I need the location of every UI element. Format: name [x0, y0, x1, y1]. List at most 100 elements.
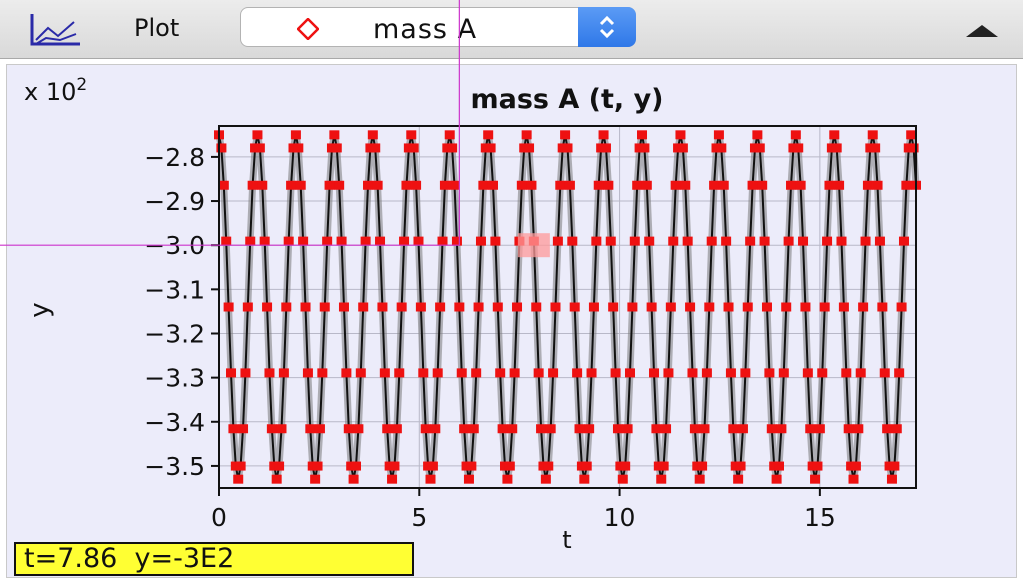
selector-arrow-button[interactable] — [578, 7, 636, 47]
data-marker — [824, 180, 835, 190]
data-marker — [723, 302, 734, 312]
data-marker — [363, 180, 374, 190]
data-marker — [507, 424, 518, 434]
data-marker — [603, 180, 614, 190]
data-marker — [560, 130, 571, 140]
data-marker — [447, 143, 458, 153]
data-marker — [632, 180, 643, 190]
data-marker — [336, 236, 347, 246]
data-marker — [276, 424, 287, 434]
data-marker — [771, 474, 782, 484]
data-marker — [432, 368, 443, 378]
data-marker — [649, 368, 660, 378]
data-marker — [252, 130, 263, 140]
data-marker — [245, 236, 256, 246]
data-marker — [324, 180, 335, 190]
data-marker — [778, 368, 789, 378]
data-marker — [451, 236, 462, 246]
data-marker — [312, 461, 323, 471]
plot-axes-icon[interactable] — [26, 10, 86, 50]
data-marker — [605, 236, 616, 246]
data-marker — [612, 424, 623, 434]
x-tick-layer: 0 5 10 15 — [211, 488, 836, 532]
triangle-up-icon[interactable] — [964, 22, 1000, 40]
data-marker — [766, 424, 777, 434]
data-marker — [627, 302, 638, 312]
data-marker — [802, 368, 813, 378]
y-axis-label: y — [25, 302, 55, 317]
data-marker — [238, 424, 249, 434]
data-marker — [254, 143, 265, 153]
data-marker — [512, 302, 523, 312]
data-marker — [533, 368, 544, 378]
data-marker — [300, 302, 311, 312]
data-marker — [761, 302, 772, 312]
data-marker — [838, 302, 849, 312]
data-marker — [598, 130, 609, 140]
data-marker — [637, 130, 648, 140]
data-marker — [257, 180, 268, 190]
data-marker — [216, 143, 227, 153]
data-marker — [492, 302, 503, 312]
data-marker — [747, 180, 758, 190]
data-marker — [908, 143, 919, 153]
data-marker — [586, 368, 597, 378]
data-marker — [329, 130, 340, 140]
data-marker — [822, 236, 833, 246]
data-marker — [740, 368, 751, 378]
data-marker — [413, 236, 424, 246]
data-marker — [567, 236, 578, 246]
y-tick-label: −3.5 — [144, 452, 205, 481]
data-marker — [394, 368, 405, 378]
data-marker — [855, 368, 866, 378]
data-marker — [235, 461, 246, 471]
data-marker — [372, 180, 383, 190]
exponent-power: 2 — [76, 75, 87, 95]
data-marker — [439, 180, 450, 190]
red-diamond-icon — [297, 18, 319, 40]
data-marker — [331, 143, 342, 153]
marker-layer — [214, 130, 921, 484]
data-marker — [415, 302, 426, 312]
data-marker — [317, 368, 328, 378]
data-marker — [764, 368, 775, 378]
data-marker — [819, 302, 830, 312]
data-marker — [891, 424, 902, 434]
data-marker — [699, 424, 710, 434]
data-marker — [221, 236, 232, 246]
data-marker — [502, 474, 513, 484]
data-marker — [882, 424, 893, 434]
data-marker — [298, 236, 309, 246]
data-marker — [444, 130, 455, 140]
data-marker — [774, 461, 785, 471]
y-tick-label: −2.9 — [144, 187, 205, 216]
data-marker — [896, 302, 907, 312]
data-marker — [240, 368, 251, 378]
data-marker — [670, 180, 681, 190]
data-marker — [737, 424, 748, 434]
data-marker — [677, 143, 688, 153]
data-marker — [247, 180, 258, 190]
data-marker — [685, 302, 696, 312]
data-marker — [396, 302, 407, 312]
data-marker — [242, 302, 253, 312]
data-marker — [228, 424, 239, 434]
data-marker — [591, 236, 602, 246]
y-tick-label: −3.2 — [144, 319, 205, 348]
data-marker — [870, 143, 881, 153]
data-marker — [437, 236, 448, 246]
data-marker — [497, 424, 508, 434]
data-marker — [735, 461, 746, 471]
data-marker — [874, 236, 885, 246]
x-tick-label: 15 — [804, 503, 836, 532]
data-marker — [725, 368, 736, 378]
data-marker — [776, 424, 787, 434]
data-marker — [831, 143, 842, 153]
data-marker — [663, 368, 674, 378]
data-marker — [593, 180, 604, 190]
data-marker — [490, 236, 501, 246]
plot-area-frame — [218, 125, 917, 489]
data-marker — [668, 236, 679, 246]
data-marker — [406, 130, 417, 140]
